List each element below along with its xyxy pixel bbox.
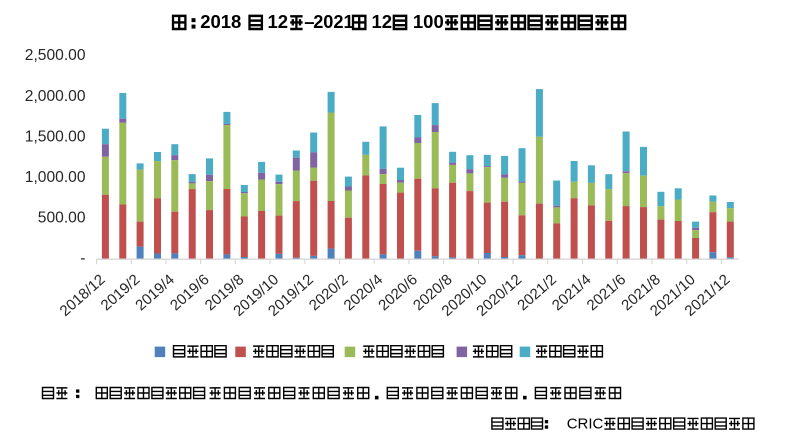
svg-text:100: 100 xyxy=(413,11,444,32)
svg-text:12: 12 xyxy=(372,11,393,32)
svg-text:-: - xyxy=(80,250,85,267)
svg-text:500.00: 500.00 xyxy=(38,210,86,227)
svg-text:2,500.00: 2,500.00 xyxy=(25,47,86,64)
svg-text:2,000.00: 2,000.00 xyxy=(25,88,86,105)
svg-text:–: – xyxy=(304,11,314,32)
svg-text:12: 12 xyxy=(268,11,289,32)
svg-text:1,000.00: 1,000.00 xyxy=(25,169,86,186)
svg-text:CRIC: CRIC xyxy=(567,416,604,433)
svg-text:2021: 2021 xyxy=(313,12,353,32)
svg-text:1,500.00: 1,500.00 xyxy=(25,128,86,145)
svg-text:2018: 2018 xyxy=(200,11,241,32)
